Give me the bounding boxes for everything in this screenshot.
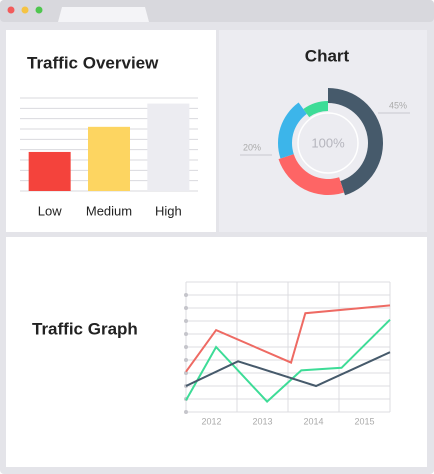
minimize-dot[interactable] — [21, 6, 29, 14]
axis-dot — [184, 293, 188, 297]
browser-tab[interactable] — [58, 7, 149, 22]
donut-segment — [278, 102, 307, 159]
line-series — [185, 318, 391, 404]
center-label: 100% — [311, 135, 345, 150]
donut-segment — [303, 101, 328, 118]
x-tick-label: High — [155, 203, 182, 218]
x-tick-label: 2014 — [303, 416, 323, 426]
donut-segment — [278, 154, 345, 195]
bar — [88, 126, 130, 191]
inner-ring — [297, 112, 359, 174]
line-series — [185, 351, 391, 388]
axis-dot — [184, 358, 188, 362]
maximize-dot[interactable] — [35, 6, 43, 14]
bar — [147, 103, 190, 191]
axis-dot — [184, 319, 188, 323]
x-tick-label: 2012 — [201, 416, 221, 426]
bar — [28, 151, 71, 191]
x-tick-label: 2015 — [354, 416, 374, 426]
axis-dot — [184, 332, 188, 336]
line-series — [185, 304, 391, 373]
axis-dot — [184, 306, 188, 310]
x-tick-label: Low — [38, 203, 62, 218]
donut-segment — [328, 88, 384, 196]
axis-dot — [184, 410, 188, 414]
x-tick-label: 2013 — [252, 416, 272, 426]
close-dot[interactable] — [7, 6, 15, 14]
panel — [6, 237, 427, 467]
data-label: 45% — [389, 100, 407, 110]
panel-title: Traffic Graph — [32, 319, 138, 338]
panel-title: Traffic Overview — [27, 53, 159, 72]
data-label: 20% — [243, 142, 261, 152]
axis-dot — [184, 345, 188, 349]
panel-title: Chart — [305, 46, 350, 65]
donut-hole — [302, 117, 354, 169]
x-tick-label: Medium — [86, 203, 132, 218]
